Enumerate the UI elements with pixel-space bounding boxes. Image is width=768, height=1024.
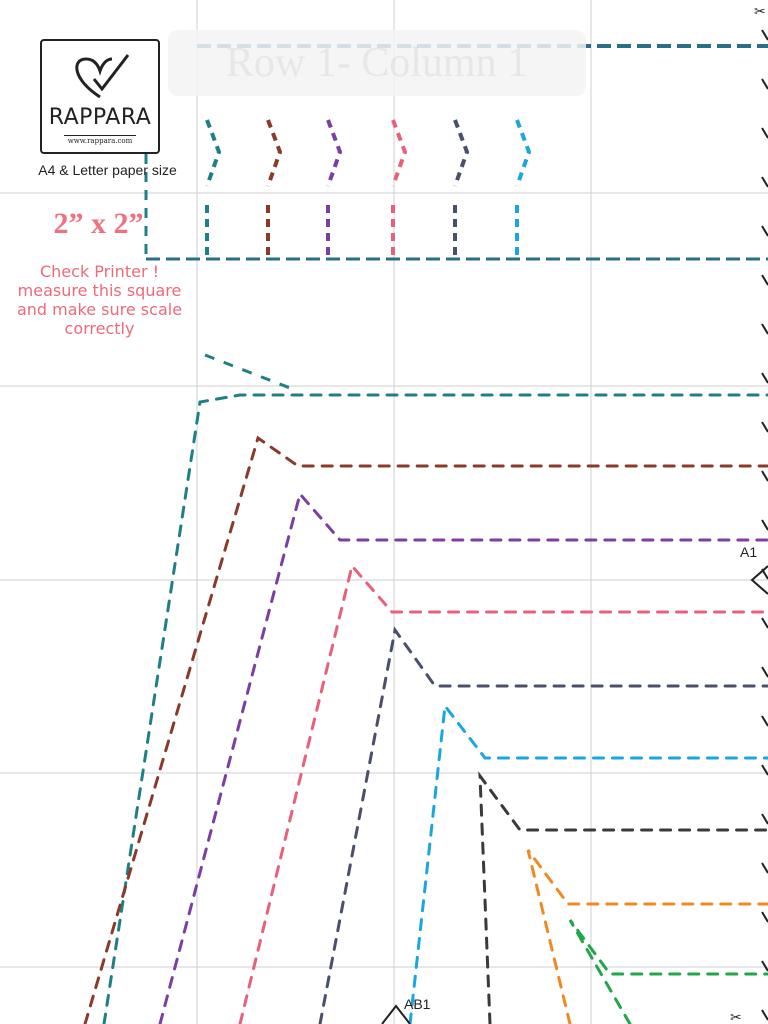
scissors-icon: ✂ (754, 4, 766, 20)
notch-mark (515, 119, 532, 187)
edge-tick (761, 78, 768, 90)
edge-tick (761, 519, 768, 531)
scale-check-title: 2” x 2” (53, 207, 144, 240)
scale-note-line: measure this square (17, 281, 182, 300)
logo-url: www.rappara.com (67, 137, 133, 145)
scissors-icon: ✂ (730, 1010, 742, 1024)
edge-tick (761, 274, 768, 286)
size-line-xs (568, 919, 768, 1024)
notch-triangle-ab1 (381, 1004, 411, 1024)
marker-ab1: AB1 (404, 996, 431, 1012)
heart-check-icon (75, 54, 130, 99)
edge-tick (761, 1009, 768, 1021)
edge-tick (761, 911, 768, 923)
notch-mark (326, 119, 343, 187)
edge-tick (761, 617, 768, 629)
notch-mark (205, 119, 222, 187)
diagonal-line (204, 353, 291, 390)
notch-mark (266, 119, 283, 187)
size-line-2xl (238, 562, 768, 1024)
size-line-4xl (83, 435, 768, 1024)
edge-tick (761, 666, 768, 678)
edge-tick (761, 470, 768, 482)
size-line-m (478, 771, 768, 1024)
pattern-lines (83, 44, 768, 1024)
edge-tick (761, 715, 768, 727)
notch-mark (391, 119, 408, 187)
cut-marks: ✂✂ (381, 4, 768, 1024)
logo-brand: RAPPARA (48, 105, 152, 130)
edge-tick (761, 127, 768, 139)
size-line-3xl (158, 490, 768, 1024)
edge-tick (761, 764, 768, 776)
edge-tick (761, 323, 768, 335)
scale-check-note: Check Printer ! measure this square and … (2, 262, 197, 338)
size-line-xl (318, 626, 768, 1024)
edge-tick (761, 176, 768, 188)
logo-divider (64, 135, 136, 136)
scale-note-line: Check Printer ! (39, 262, 160, 281)
edge-tick (761, 421, 768, 433)
scale-note-line: correctly (64, 319, 135, 338)
edge-tick (761, 813, 768, 825)
edge-tick (761, 372, 768, 384)
notch-mark (453, 119, 470, 187)
edge-tick (761, 960, 768, 972)
scale-note-line: and make sure scale (16, 300, 183, 319)
page-title: Row 1- Column 1 (225, 40, 529, 86)
paper-size-label: A4 & Letter paper size (38, 162, 177, 178)
logo: RAPPARA www.rappara.com (40, 39, 160, 154)
marker-a1: A1 (740, 544, 758, 560)
edge-tick (761, 862, 768, 874)
size-line-l (408, 702, 768, 1024)
edge-tick (761, 225, 768, 237)
size-line-5xl (102, 393, 768, 1024)
notch-triangle-a1 (750, 565, 768, 595)
page-title-banner: Row 1- Column 1 (168, 30, 586, 96)
size-line-s (526, 849, 768, 1024)
edge-tick (761, 29, 768, 41)
